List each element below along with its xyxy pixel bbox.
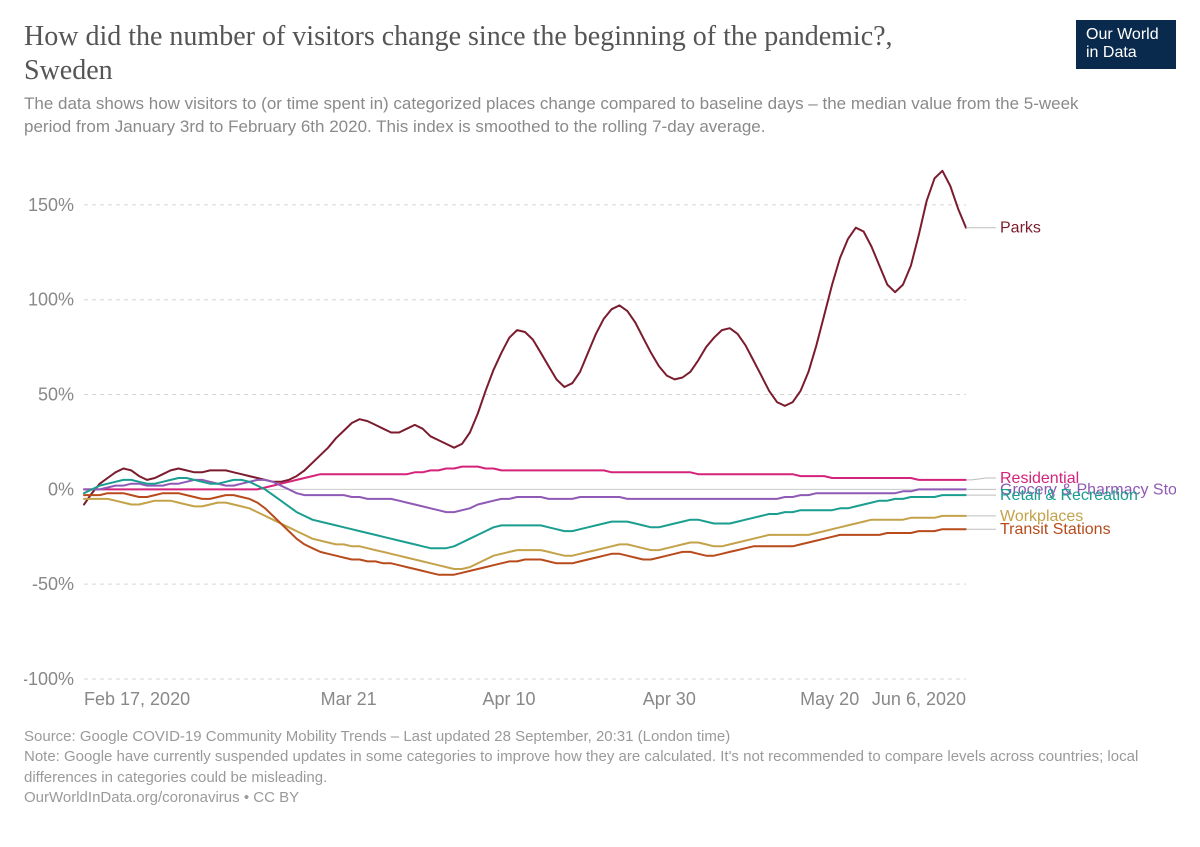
footer: Source: Google COVID-19 Community Mobili… [24, 727, 1176, 808]
y-tick-label: 100% [28, 290, 74, 310]
x-tick-label: Apr 10 [482, 689, 535, 709]
chart-subtitle: The data shows how visitors to (or time … [24, 93, 1124, 139]
series-line [84, 480, 966, 512]
series-line [84, 493, 966, 575]
series-label: Parks [1000, 220, 1041, 237]
logo-line2: in Data [1086, 44, 1166, 62]
line-chart: -100% -50% 0% 50% 100% 150% Feb 17, 2020 Mar 21… [24, 149, 1176, 719]
y-tick-label: 50% [38, 385, 74, 405]
footer-note: Note: Google have currently suspended up… [24, 747, 1176, 788]
x-tick-label: Jun 6, 2020 [872, 689, 966, 709]
logo-line1: Our World [1086, 26, 1166, 44]
footer-source: Source: Google COVID-19 Community Mobili… [24, 727, 1176, 747]
header: Our World in Data How did the number of … [24, 20, 1176, 139]
footer-credit: OurWorldInData.org/coronavirus • CC BY [24, 788, 1176, 808]
label-connector [966, 478, 996, 480]
x-tick-label: Feb 17, 2020 [84, 689, 190, 709]
y-tick-label: -100% [24, 669, 74, 689]
chart-container: -100% -50% 0% 50% 100% 150% Feb 17, 2020 Mar 21… [24, 149, 1176, 719]
owid-logo: Our World in Data [1076, 20, 1176, 69]
series-label: Transit Stations [1000, 521, 1111, 538]
series-label: Retail & Recreation [1000, 487, 1138, 504]
series-line [84, 171, 966, 505]
y-tick-label: -50% [32, 574, 74, 594]
chart-title: How did the number of visitors change si… [24, 20, 984, 87]
x-tick-label: Apr 30 [643, 689, 696, 709]
y-tick-label: 0% [48, 479, 74, 499]
x-tick-label: Mar 21 [321, 689, 377, 709]
y-tick-label: 150% [28, 195, 74, 215]
x-tick-label: May 20 [800, 689, 859, 709]
